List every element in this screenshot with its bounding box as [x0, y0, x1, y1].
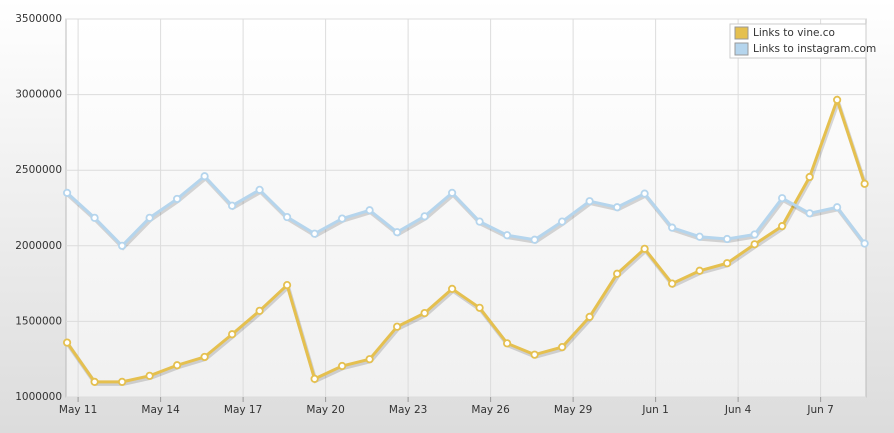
x-tick-label: May 11 — [59, 404, 97, 416]
point — [338, 361, 347, 371]
point — [173, 361, 182, 370]
point — [723, 259, 732, 268]
point — [530, 350, 539, 359]
point — [145, 213, 154, 222]
point — [585, 312, 594, 321]
point — [860, 239, 869, 248]
y-tick-label: 3000000 — [15, 89, 62, 101]
series-line — [65, 95, 867, 384]
point — [750, 230, 759, 239]
point — [365, 206, 374, 215]
x-tick-label: May 20 — [306, 404, 344, 416]
point — [255, 185, 264, 194]
point — [640, 244, 649, 253]
point — [283, 212, 292, 222]
point — [63, 338, 72, 347]
legend-label: Links to vine.co — [753, 27, 835, 39]
x-tick-label: May 17 — [224, 404, 262, 416]
point — [338, 214, 347, 223]
point — [310, 374, 319, 383]
point — [640, 189, 649, 198]
x-tick-label: Jun 4 — [724, 404, 752, 416]
x-tick-label: May 29 — [554, 404, 592, 416]
point — [145, 371, 154, 380]
point — [833, 203, 842, 212]
point — [228, 330, 237, 339]
point — [613, 269, 622, 278]
point — [503, 231, 512, 240]
point — [475, 303, 484, 312]
point — [668, 279, 677, 288]
point — [723, 234, 732, 244]
point — [448, 188, 457, 197]
point — [393, 322, 402, 331]
y-tick-label: 2500000 — [15, 164, 62, 176]
point — [90, 377, 99, 386]
point — [668, 223, 677, 232]
x-tick-label: Jun 1 — [641, 404, 668, 416]
point — [475, 217, 484, 226]
point — [63, 188, 72, 197]
point — [695, 232, 704, 241]
point — [778, 222, 787, 231]
point — [585, 197, 594, 206]
point — [833, 95, 842, 104]
point — [283, 281, 292, 290]
point — [420, 308, 429, 318]
y-tick-label: 1000000 — [15, 391, 62, 403]
point — [90, 213, 99, 222]
point — [420, 212, 429, 221]
point — [365, 355, 374, 364]
series-line — [66, 174, 866, 248]
legend-label: Links to instagram.com — [753, 43, 876, 55]
point — [860, 179, 869, 188]
x-tick-label: May 26 — [471, 404, 510, 416]
legend-swatch — [734, 26, 749, 40]
point — [255, 306, 264, 315]
point — [393, 228, 402, 237]
x-tick-label: Jun 7 — [806, 404, 833, 416]
y-tick-label: 2000000 — [15, 240, 62, 252]
y-tick-label: 3500000 — [15, 13, 62, 25]
point — [200, 352, 209, 362]
point — [695, 266, 704, 275]
x-tick-label: May 23 — [389, 404, 427, 416]
legend-swatch — [734, 42, 749, 56]
point — [118, 241, 127, 250]
point — [805, 209, 814, 218]
point — [200, 172, 209, 181]
legend-box — [729, 23, 867, 59]
point — [530, 235, 539, 244]
x-tick-label: May 14 — [141, 404, 180, 416]
point — [448, 284, 457, 293]
point — [558, 343, 567, 352]
point — [613, 203, 622, 212]
point — [310, 229, 319, 238]
point — [778, 194, 787, 203]
y-tick-label: 1500000 — [15, 315, 62, 327]
point — [558, 217, 567, 226]
point — [805, 172, 814, 182]
point — [503, 339, 512, 348]
point — [173, 194, 182, 204]
point — [228, 201, 237, 210]
point — [750, 240, 759, 249]
point — [118, 377, 127, 386]
